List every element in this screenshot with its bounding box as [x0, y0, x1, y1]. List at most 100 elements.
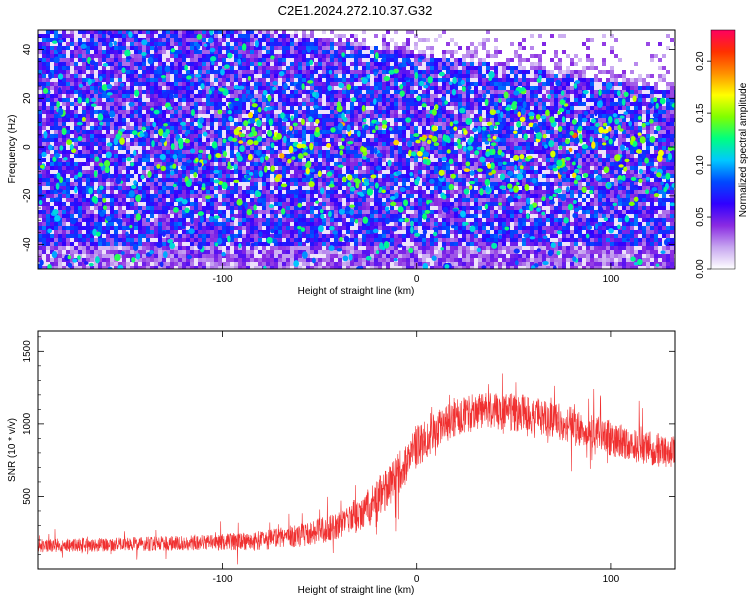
spectrogram-cell — [126, 218, 130, 222]
spectrogram-cell — [250, 62, 254, 66]
spectrogram-cell — [118, 118, 122, 122]
spectrogram-cell — [326, 38, 330, 42]
spectrogram-cell — [142, 262, 146, 266]
spectrogram-cell — [98, 166, 102, 170]
spectrogram-cell — [214, 46, 218, 50]
spectrogram-cell — [38, 190, 42, 194]
spectrogram-cell — [338, 138, 342, 142]
spectrogram-cell — [234, 162, 238, 166]
spectrogram-cell — [354, 142, 358, 146]
spectrogram-cell — [54, 262, 58, 266]
spectrogram-cell — [158, 114, 162, 118]
spectrogram-cell — [278, 234, 282, 238]
spectrogram-cell — [102, 202, 106, 206]
spectrogram-cell — [226, 134, 230, 138]
spectrogram-cell — [126, 182, 130, 186]
spectrogram-cell — [162, 146, 166, 150]
spectrogram-cell — [242, 70, 246, 74]
spectrogram-cell — [370, 230, 374, 234]
spectrogram-cell — [94, 74, 98, 78]
spectrogram-cell — [258, 66, 262, 70]
spectrogram-cell — [206, 82, 210, 86]
spectrogram-cell — [50, 202, 54, 206]
spectrogram-cell — [134, 66, 138, 70]
spectrogram-cell — [86, 166, 90, 170]
spectrogram-cell — [146, 70, 150, 74]
spectrogram-cell — [282, 162, 286, 166]
spectrogram-cell — [86, 210, 90, 214]
spectrogram-cell — [294, 186, 298, 190]
spectrogram-cell — [222, 66, 226, 70]
spectrogram-cell — [366, 102, 370, 106]
spectrogram-cell — [98, 202, 102, 206]
spectrogram-cell — [310, 246, 314, 250]
spectrogram-cell — [326, 122, 330, 126]
spectrogram-cell — [166, 190, 170, 194]
spectrogram-cell — [262, 170, 266, 174]
spectrogram-cell — [346, 170, 350, 174]
spectrogram-cell — [58, 214, 62, 218]
spectrogram-cell — [62, 138, 66, 142]
spectrogram-cell — [142, 82, 146, 86]
spectrogram-cell — [358, 246, 362, 250]
spectrogram-cell — [246, 42, 250, 46]
spectrogram-cell — [102, 218, 106, 222]
spectrogram-cell — [202, 230, 206, 234]
spectrogram-cell — [334, 110, 338, 114]
spectrogram-cell — [138, 218, 142, 222]
spectrogram-cell — [182, 106, 186, 110]
spectrogram-cell — [126, 102, 130, 106]
spectrogram-cell — [90, 206, 94, 210]
spectrogram-cell — [246, 226, 250, 230]
spectrogram-cell — [90, 154, 94, 158]
spectrogram-cell — [134, 34, 138, 38]
spectrogram-cell — [150, 114, 154, 118]
spectrogram-cell — [142, 258, 146, 262]
spectrogram-cell — [250, 178, 254, 182]
spectrogram-cell — [338, 222, 342, 226]
spectrogram-cell — [70, 194, 74, 198]
spectrogram-cell — [266, 234, 270, 238]
spectrogram-cell — [310, 38, 314, 42]
spectrogram-cell — [218, 50, 222, 54]
spectrogram-cell — [310, 206, 314, 210]
spectrogram-cell — [246, 170, 250, 174]
spectrogram-cell — [366, 174, 370, 178]
spectrogram-cell — [266, 86, 270, 90]
spectrogram-cell — [282, 130, 286, 134]
spectrogram-cell — [326, 254, 330, 258]
spectrogram-cell — [266, 194, 270, 198]
spectrogram-cell — [114, 234, 118, 238]
spectrogram-cell — [82, 78, 86, 82]
spectrogram-cell — [94, 134, 98, 138]
spectrogram-cell — [158, 202, 162, 206]
spectrogram-cell — [190, 266, 194, 269]
spectrogram-cell — [290, 82, 294, 86]
spectrogram-cell — [194, 218, 198, 222]
spectrogram-cell — [274, 218, 278, 222]
spectrogram-cells — [38, 30, 675, 269]
spectrogram-cell — [54, 122, 58, 126]
spectrogram-cell — [78, 222, 82, 226]
spectrogram-cell — [162, 50, 166, 54]
spectrogram-cell — [122, 214, 126, 218]
spectrogram-cell — [142, 54, 146, 58]
spectrogram-cell — [238, 98, 242, 102]
spectrogram-cell — [62, 178, 66, 182]
spectrogram-cell — [46, 214, 50, 218]
spectrogram-cell — [290, 262, 294, 266]
spectrogram-cell — [358, 102, 362, 106]
spectrogram-cell — [250, 250, 254, 254]
spectrogram-cell — [242, 262, 246, 266]
spectrogram-cell — [114, 250, 118, 254]
spectrogram-cell — [258, 50, 262, 54]
spectrogram-cell — [134, 230, 138, 234]
spectrogram-cell — [370, 218, 374, 222]
spectrogram-cell — [306, 74, 310, 78]
spectrogram-cell — [234, 102, 238, 106]
spectrogram-cell — [262, 194, 266, 198]
spectrogram-cell — [126, 206, 130, 210]
spectrogram-cell — [290, 78, 294, 82]
spectrogram-cell — [138, 94, 142, 98]
spectrogram-cell — [306, 54, 310, 58]
